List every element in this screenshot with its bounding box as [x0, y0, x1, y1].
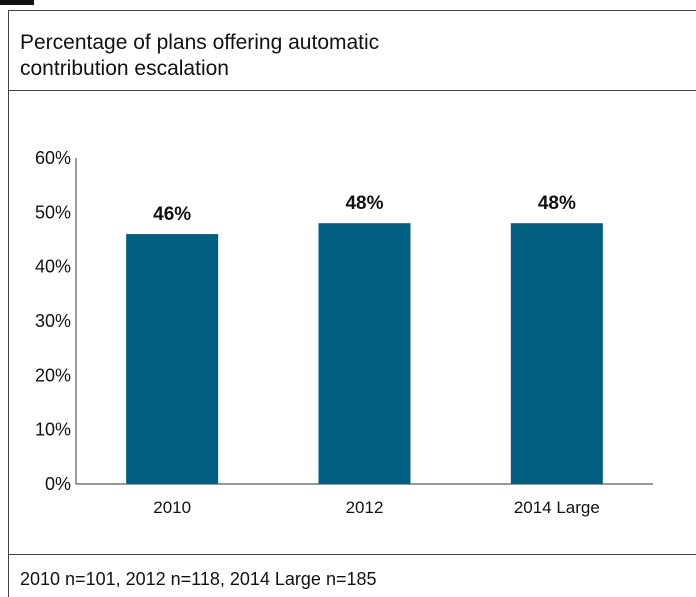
bar-chart: 0% 10% 20% 30% 40% 50% 60% 46% 2010 48% 2012 48% 201…: [35, 148, 653, 517]
y-tick-label: 60%: [35, 148, 71, 168]
y-tick-label: 40%: [35, 257, 71, 277]
y-tick-label: 10%: [35, 420, 71, 440]
sample-size-note: 2010 n=101, 2012 n=118, 2014 Large n=185: [20, 569, 377, 589]
bar: [510, 223, 603, 484]
title-block: Percentage of plans offering automatic c…: [9, 11, 696, 91]
chart-area: 0% 10% 20% 30% 40% 50% 60% 46% 2010 48% 2012 48% 201…: [9, 92, 696, 555]
x-tick-label: 2012: [346, 498, 384, 517]
x-tick-label: 2010: [153, 498, 191, 517]
y-tick-label: 0%: [45, 474, 71, 494]
y-tick-label: 20%: [35, 365, 71, 385]
chart-box: Percentage of plans offering automatic c…: [8, 10, 696, 597]
top-accent-rule: [0, 0, 34, 5]
x-tick-label: 2014 Large: [514, 498, 600, 517]
y-tick-label: 50%: [35, 202, 71, 222]
bar-value-label: 48%: [538, 193, 576, 214]
y-tick-label: 30%: [35, 311, 71, 331]
bar: [126, 234, 219, 484]
chart-title-line-1: Percentage of plans offering automatic: [20, 31, 380, 54]
bar: [318, 223, 411, 484]
chart-title-line-2: contribution escalation: [20, 57, 229, 80]
bar-value-label: 48%: [345, 193, 383, 214]
bar-value-label: 46%: [153, 204, 191, 225]
chart-title: Percentage of plans offering automatic c…: [20, 30, 540, 82]
